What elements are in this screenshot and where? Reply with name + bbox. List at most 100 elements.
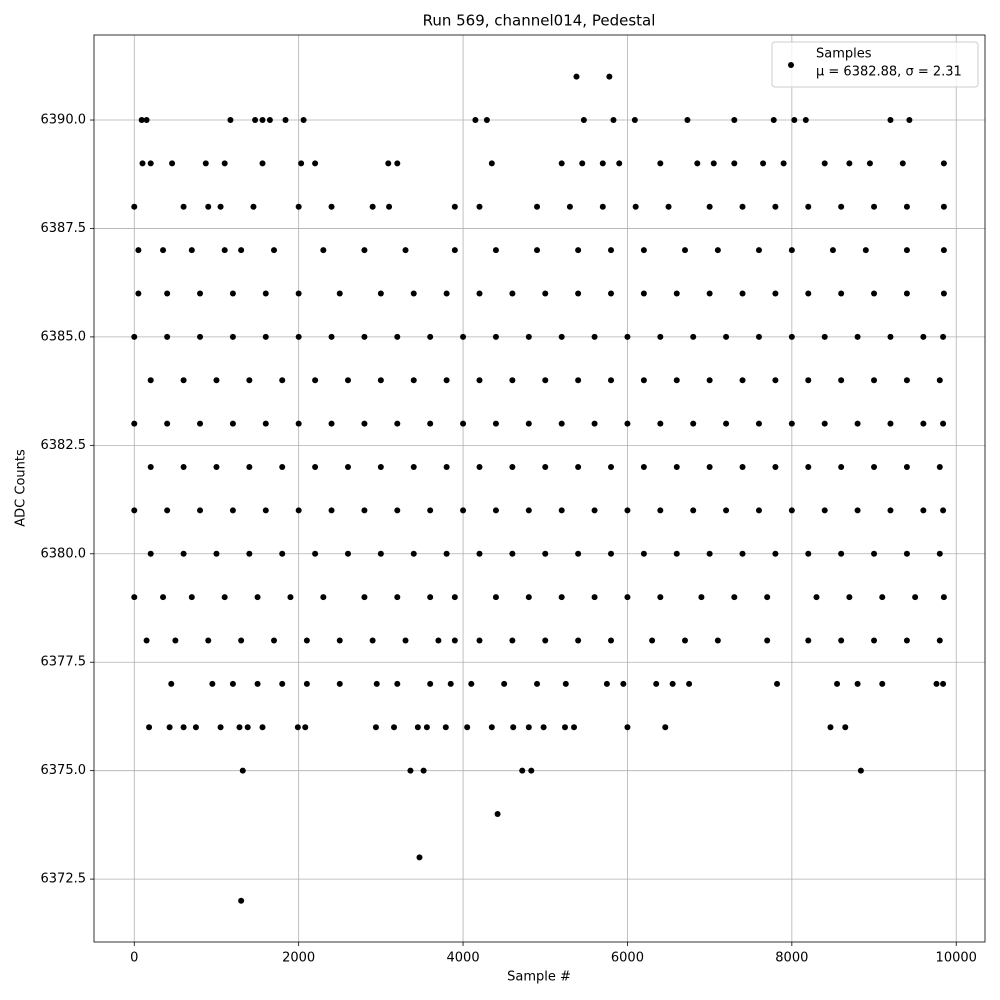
data-point	[147, 377, 154, 384]
data-point	[774, 680, 781, 687]
data-point	[135, 247, 142, 254]
data-point	[573, 73, 580, 80]
data-point	[912, 594, 919, 601]
data-point	[143, 637, 150, 644]
data-point	[217, 724, 224, 731]
data-point	[217, 203, 224, 210]
data-point	[344, 377, 351, 384]
data-point	[838, 464, 845, 471]
data-point	[640, 464, 647, 471]
data-point	[410, 464, 417, 471]
data-point	[336, 290, 343, 297]
data-point	[509, 377, 516, 384]
data-point	[416, 854, 423, 861]
data-point	[903, 464, 910, 471]
data-point	[377, 550, 384, 557]
data-point	[829, 247, 836, 254]
data-point	[681, 637, 688, 644]
data-point	[591, 333, 598, 340]
data-point	[442, 724, 449, 731]
data-point	[180, 464, 187, 471]
data-point	[710, 160, 717, 167]
data-point	[197, 420, 204, 427]
data-point	[427, 507, 434, 514]
data-point	[690, 333, 697, 340]
y-tick-label: 6385.0	[41, 329, 87, 344]
data-point	[336, 637, 343, 644]
data-point	[169, 160, 176, 167]
data-point	[519, 767, 526, 774]
data-point	[871, 464, 878, 471]
data-point	[558, 420, 565, 427]
data-point	[772, 464, 779, 471]
x-tick-label: 4000	[447, 951, 480, 966]
data-point	[854, 420, 861, 427]
data-point	[205, 637, 212, 644]
data-point	[842, 724, 849, 731]
data-point	[608, 247, 615, 254]
data-point	[464, 724, 471, 731]
data-point	[542, 377, 549, 384]
data-point	[402, 247, 409, 254]
data-point	[407, 767, 414, 774]
data-point	[279, 464, 286, 471]
data-point	[472, 117, 479, 124]
data-point	[131, 203, 138, 210]
data-point	[303, 637, 310, 644]
data-point	[476, 377, 483, 384]
data-point	[447, 680, 454, 687]
data-point	[871, 203, 878, 210]
data-point	[525, 333, 532, 340]
data-point	[540, 724, 547, 731]
data-point	[361, 507, 368, 514]
data-point	[238, 897, 245, 904]
data-point	[558, 507, 565, 514]
data-point	[160, 594, 167, 601]
data-point	[755, 247, 762, 254]
data-point	[369, 637, 376, 644]
data-point	[312, 377, 319, 384]
data-point	[202, 160, 209, 167]
data-point	[391, 724, 398, 731]
data-point	[871, 377, 878, 384]
data-point	[575, 550, 582, 557]
data-point	[805, 203, 812, 210]
data-point	[221, 247, 228, 254]
data-point	[451, 637, 458, 644]
data-point	[731, 117, 738, 124]
data-point	[731, 160, 738, 167]
data-point	[887, 507, 894, 514]
data-point	[328, 420, 335, 427]
data-point	[714, 247, 721, 254]
data-point	[188, 247, 195, 254]
data-point	[760, 160, 767, 167]
data-point	[300, 117, 307, 124]
data-point	[131, 507, 138, 514]
data-point	[262, 507, 269, 514]
data-point	[254, 680, 261, 687]
data-point	[294, 724, 301, 731]
data-point	[238, 637, 245, 644]
data-point	[377, 377, 384, 384]
data-point	[838, 203, 845, 210]
data-point	[394, 680, 401, 687]
data-point	[599, 203, 606, 210]
data-point	[821, 333, 828, 340]
data-point	[903, 290, 910, 297]
data-point	[410, 550, 417, 557]
data-point	[755, 420, 762, 427]
data-point	[402, 637, 409, 644]
data-point	[377, 464, 384, 471]
data-point	[940, 420, 947, 427]
data-point	[686, 680, 693, 687]
x-tick-label: 8000	[775, 951, 808, 966]
data-point	[192, 724, 199, 731]
data-point	[906, 117, 913, 124]
data-point	[649, 637, 656, 644]
data-point	[435, 637, 442, 644]
data-point	[903, 637, 910, 644]
data-point	[940, 594, 947, 601]
data-point	[575, 290, 582, 297]
data-point	[791, 117, 798, 124]
data-point	[698, 594, 705, 601]
